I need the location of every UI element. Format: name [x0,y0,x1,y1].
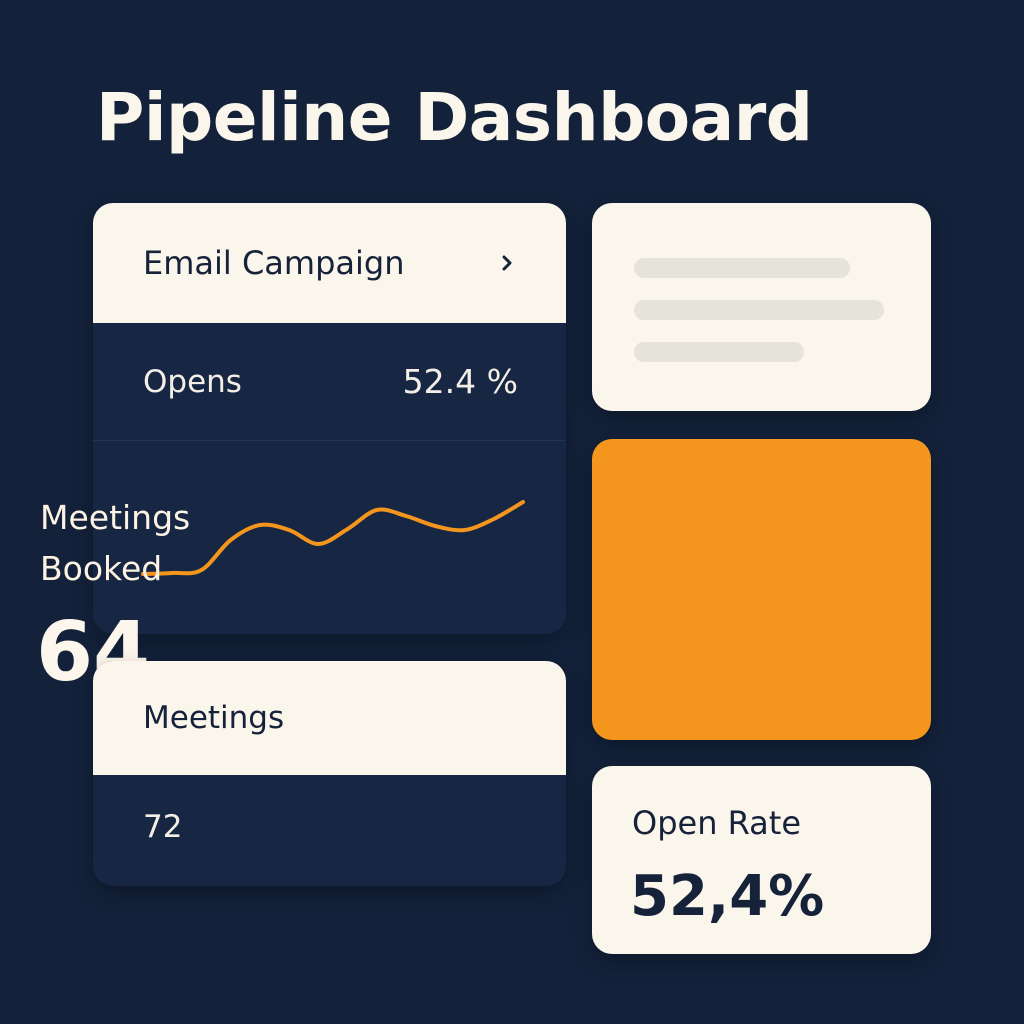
open-rate-card[interactable]: Open Rate 52,4% [592,766,931,954]
meetings-booked-label: Meetings Booked [40,498,191,588]
sparkline-line [141,500,525,576]
email-campaign-title: Email Campaign [143,244,405,282]
meetings-header[interactable]: Meetings [93,661,566,775]
meetings-card: Meetings 72 [93,661,566,886]
open-rate-label: Open Rate [632,804,802,842]
open-rate-value: 52,4% [630,864,825,929]
meetings-title: Meetings [143,700,285,736]
meetings-booked-card[interactable] [592,439,931,740]
placeholder-card [592,203,931,411]
email-campaign-header[interactable]: Email Campaign [93,203,566,323]
opens-sparkline [93,442,566,634]
email-campaign-card: Email Campaign Opens 52.4 % [93,203,566,634]
opens-value: 52.4 % [402,362,518,401]
skeleton-line [634,342,804,362]
meetings-value: 72 [143,809,183,845]
chevron-right-icon[interactable] [498,254,516,272]
skeleton-line [634,258,850,278]
opens-row: Opens 52.4 % [93,323,566,441]
page-title: Pipeline Dashboard [96,79,813,156]
skeleton-line [634,300,884,320]
opens-label: Opens [143,363,242,400]
